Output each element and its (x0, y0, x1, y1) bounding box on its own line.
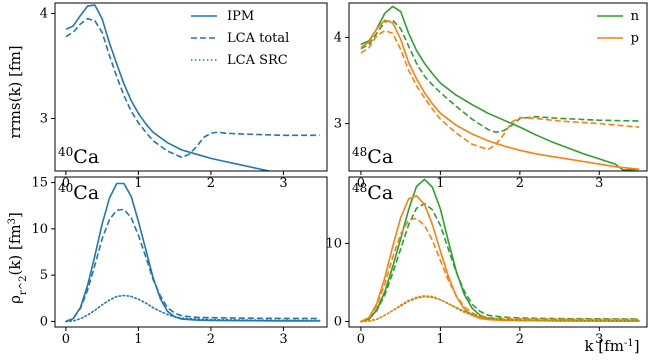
legend-label: LCA SRC (227, 53, 288, 68)
axes-frame (54, 2, 328, 172)
x-tick-label: 3 (279, 176, 287, 191)
x-tick-label: 2 (516, 332, 524, 347)
x-tick-label: 2 (207, 176, 215, 191)
series-group (65, 182, 321, 323)
series-group (360, 178, 640, 323)
x-tick-label: 0 (357, 332, 365, 347)
legend-label: n (631, 9, 640, 24)
legend: IPM LCA total LCA SRC (191, 9, 289, 68)
panel-label: 40Ca (58, 181, 99, 204)
axes-frame (54, 176, 328, 328)
series-line-ipm (65, 182, 320, 323)
xlabel-text: k [fm-1] (584, 337, 639, 355)
y-tick-label: 4 (40, 7, 48, 22)
x-tick-label: 1 (134, 176, 142, 191)
y-tick-label: 15 (31, 176, 48, 191)
series-line-p-lca-src (360, 295, 640, 323)
panel-label: 40Ca (58, 145, 99, 168)
ylabel-top-text: rrms(k) [fm] (6, 45, 24, 138)
panels: 0 1 2 3 3 4 40Ca IPM LCA total LCA SRC 0 1 2 3 3 4 48Ca n… (31, 2, 648, 347)
ylabel-top: rrms(k) [fm] (6, 45, 24, 138)
series-line-n (360, 5, 640, 171)
series-line-n-lca-total (360, 19, 640, 133)
series-line-ipm (65, 4, 273, 171)
series-line-n-lca-total (360, 202, 640, 323)
x-tick-label: 3 (595, 176, 603, 191)
y-tick-label: 10 (31, 222, 48, 237)
y-tick-label: 4 (334, 30, 342, 45)
legend-label: p (631, 31, 639, 46)
legend: np (597, 9, 640, 46)
panel-top-right: 0 1 2 3 3 4 48Ca np (334, 2, 648, 191)
y-tick-label: 10 (325, 236, 342, 251)
xlabel: k [fm-1] (584, 337, 639, 355)
y-tick-label: 3 (334, 117, 342, 132)
series-line-p (360, 194, 640, 323)
series-line-lca-src (65, 294, 321, 323)
legend-label: IPM (227, 9, 254, 24)
y-tick-label: 0 (334, 315, 342, 330)
series-group (65, 4, 320, 171)
x-tick-label: 1 (436, 332, 444, 347)
panel-top-left: 0 1 2 3 3 4 40Ca IPM LCA total LCA SRC (40, 2, 328, 191)
series-line-n (360, 178, 640, 323)
axes-frame (348, 2, 648, 172)
x-tick-label: 3 (595, 332, 603, 347)
ylabel-bottom: ρr^2(k) [fm3] (6, 212, 29, 304)
series-line-p-lca-total (360, 29, 640, 151)
series-line-lca-total (65, 208, 320, 323)
x-tick-label: 3 (279, 332, 287, 347)
series-line-p (360, 19, 640, 171)
y-tick-label: 3 (40, 112, 48, 127)
panel-label: 48Ca (352, 145, 393, 168)
y-tick-label: 5 (40, 268, 48, 283)
axes-frame (348, 176, 648, 328)
series-line-lca-total (65, 17, 320, 159)
x-tick-label: 1 (134, 332, 142, 347)
x-tick-label: 2 (207, 332, 215, 347)
x-tick-label: 0 (357, 176, 365, 191)
series-line-p-lca-total (360, 217, 640, 323)
x-tick-label: 2 (516, 176, 524, 191)
series-group (360, 5, 640, 171)
legend-label: LCA total (227, 31, 289, 46)
x-tick-label: 0 (62, 176, 70, 191)
x-tick-label: 1 (436, 176, 444, 191)
ylabel-bottom-text: ρr^2(k) [fm3] (6, 212, 29, 304)
panel-label: 48Ca (352, 181, 393, 204)
y-tick-label: 0 (40, 314, 48, 329)
x-tick-label: 0 (62, 332, 70, 347)
